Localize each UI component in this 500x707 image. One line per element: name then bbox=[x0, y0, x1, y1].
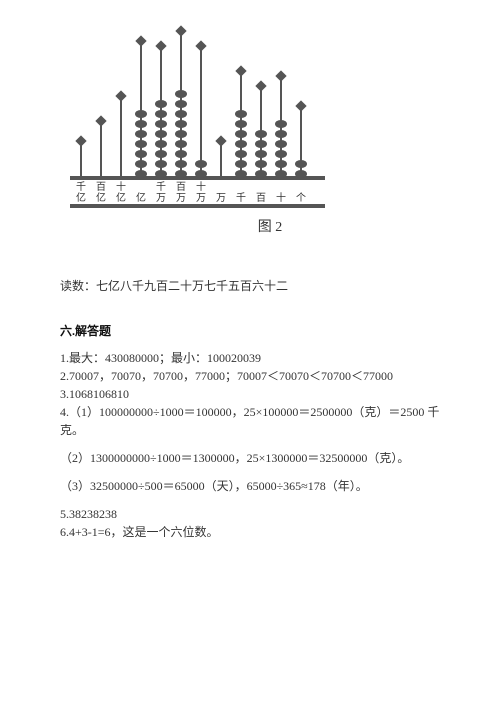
answer-6: 6.4+3-1=6，这是一个六位数。 bbox=[60, 523, 440, 541]
abacus-rod bbox=[140, 43, 142, 178]
abacus-label: 百 bbox=[252, 193, 270, 204]
abacus-bead bbox=[275, 170, 287, 178]
abacus-bead bbox=[135, 110, 147, 118]
abacus-bead bbox=[275, 150, 287, 158]
abacus-bead bbox=[175, 120, 187, 128]
abacus-bead bbox=[155, 120, 167, 128]
rod-tip-icon bbox=[275, 70, 286, 81]
abacus-label-row: 千亿百亿十亿亿千万百万十万万千百十个 bbox=[70, 178, 325, 204]
rod-tip-icon bbox=[95, 115, 106, 126]
abacus-figure: 千亿百亿十亿亿千万百万十万万千百十个 bbox=[60, 20, 330, 210]
abacus-label: 百万 bbox=[172, 182, 190, 204]
abacus-bead bbox=[235, 120, 247, 128]
abacus-label: 十万 bbox=[192, 182, 210, 204]
answer-4-3: （3）32500000÷500＝65000（天），65000÷365≈178（年… bbox=[60, 477, 440, 495]
rod-tip-icon bbox=[295, 100, 306, 111]
abacus-bead bbox=[255, 160, 267, 168]
abacus-label: 个 bbox=[292, 193, 310, 204]
abacus-rod bbox=[80, 143, 82, 178]
abacus-bead bbox=[155, 110, 167, 118]
rod-tip-icon bbox=[115, 90, 126, 101]
abacus-bead bbox=[255, 150, 267, 158]
rod-tip-icon bbox=[215, 135, 226, 146]
abacus-bead bbox=[255, 170, 267, 178]
section-title: 六.解答题 bbox=[60, 322, 440, 339]
rod-tip-icon bbox=[195, 40, 206, 51]
abacus-rod bbox=[200, 48, 202, 178]
figure-caption: 图 2 bbox=[60, 216, 440, 236]
answer-4-2: （2）1300000000÷1000＝1300000，25×1300000＝32… bbox=[60, 449, 440, 467]
abacus-label: 亿 bbox=[132, 193, 150, 204]
abacus-bead bbox=[235, 140, 247, 148]
abacus-bead bbox=[275, 160, 287, 168]
abacus-label: 千 bbox=[232, 193, 250, 204]
answer-1: 1.最大：430080000；最小：100020039 bbox=[60, 349, 440, 367]
abacus-label: 十亿 bbox=[112, 182, 130, 204]
abacus-bead bbox=[175, 170, 187, 178]
abacus-bead bbox=[175, 140, 187, 148]
abacus-rod bbox=[220, 143, 222, 178]
abacus-bead bbox=[155, 130, 167, 138]
abacus-bead bbox=[155, 140, 167, 148]
abacus-rod bbox=[120, 98, 122, 178]
rod-tip-icon bbox=[135, 35, 146, 46]
abacus-base-bottom bbox=[70, 204, 325, 208]
abacus-label: 百亿 bbox=[92, 182, 110, 204]
reading-line: 读数：七亿八千九百二十万七千五百六十二 bbox=[60, 276, 440, 296]
abacus-rod bbox=[100, 123, 102, 178]
abacus-bead bbox=[175, 100, 187, 108]
abacus-rod bbox=[260, 88, 262, 178]
abacus-bead bbox=[175, 160, 187, 168]
answer-block: 1.最大：430080000；最小：100020039 2.70007，7007… bbox=[60, 349, 440, 541]
abacus-rod bbox=[300, 108, 302, 178]
abacus-bead bbox=[175, 150, 187, 158]
abacus-label: 万 bbox=[212, 193, 230, 204]
abacus-bead bbox=[275, 130, 287, 138]
abacus-label: 千万 bbox=[152, 182, 170, 204]
abacus-rod bbox=[280, 78, 282, 178]
abacus-bead bbox=[295, 170, 307, 178]
rod-tip-icon bbox=[255, 80, 266, 91]
abacus-bead bbox=[235, 110, 247, 118]
abacus-bead bbox=[255, 140, 267, 148]
abacus-rod bbox=[180, 33, 182, 178]
abacus-rod bbox=[160, 48, 162, 178]
page-root: 千亿百亿十亿亿千万百万十万万千百十个 图 2 读数：七亿八千九百二十万七千五百六… bbox=[0, 0, 500, 707]
abacus-bead bbox=[155, 150, 167, 158]
abacus-bead bbox=[195, 170, 207, 178]
abacus-bead bbox=[135, 140, 147, 148]
abacus-bead bbox=[135, 120, 147, 128]
answer-2: 2.70007，70070，70700，77000；70007＜70070＜70… bbox=[60, 367, 440, 385]
rod-tip-icon bbox=[175, 25, 186, 36]
rod-tip-icon bbox=[155, 40, 166, 51]
abacus-bead bbox=[155, 160, 167, 168]
answer-4-1: 4.（1）100000000÷1000＝100000，25×100000＝250… bbox=[60, 403, 440, 439]
abacus-bead bbox=[275, 140, 287, 148]
abacus-bead bbox=[255, 130, 267, 138]
abacus-bead bbox=[275, 120, 287, 128]
abacus-bead bbox=[235, 170, 247, 178]
abacus-rod bbox=[240, 73, 242, 178]
abacus-label: 十 bbox=[272, 193, 290, 204]
abacus-label: 千亿 bbox=[72, 182, 90, 204]
abacus-bead bbox=[235, 130, 247, 138]
abacus-bead bbox=[175, 110, 187, 118]
answer-3: 3.1068106810 bbox=[60, 385, 440, 403]
abacus-bead bbox=[135, 170, 147, 178]
abacus-bead bbox=[135, 130, 147, 138]
abacus-bead bbox=[135, 150, 147, 158]
answer-5: 5.38238238 bbox=[60, 505, 440, 523]
abacus-bead bbox=[175, 90, 187, 98]
rod-tip-icon bbox=[75, 135, 86, 146]
rod-tip-icon bbox=[235, 65, 246, 76]
abacus-bead bbox=[235, 160, 247, 168]
abacus-bead bbox=[155, 170, 167, 178]
abacus-bead bbox=[235, 150, 247, 158]
abacus-bead bbox=[155, 100, 167, 108]
abacus-bead bbox=[175, 130, 187, 138]
abacus-bead bbox=[295, 160, 307, 168]
abacus-box: 千亿百亿十亿亿千万百万十万万千百十个 bbox=[70, 20, 325, 210]
abacus-bead bbox=[135, 160, 147, 168]
abacus-bead bbox=[195, 160, 207, 168]
